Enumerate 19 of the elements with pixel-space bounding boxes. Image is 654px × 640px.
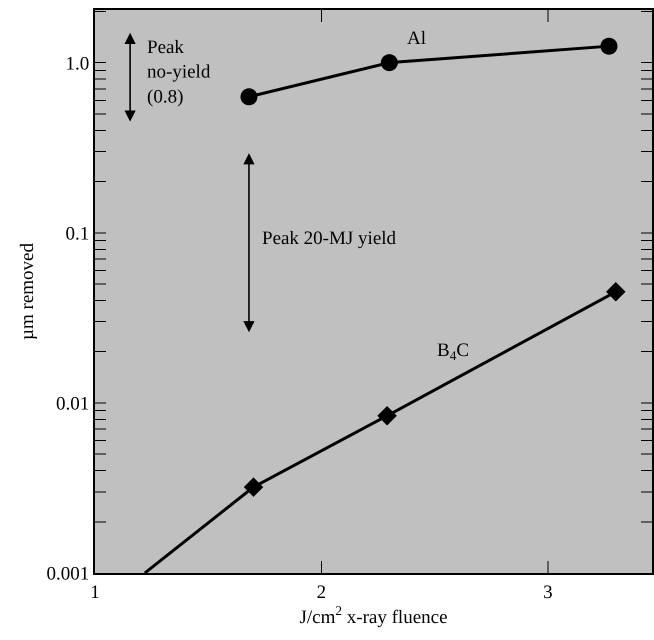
annotation: B$_{4}$C: [437, 340, 470, 363]
x-axis-title: J/cm$^{2}$ x-ray fluence: [299, 602, 448, 628]
x-tick-label: 3: [543, 582, 553, 603]
point: [606, 282, 626, 302]
point: [600, 38, 618, 55]
point: [244, 477, 264, 497]
annotation: Peak 20-MJ yield: [262, 228, 397, 249]
y-tick-label: 1.0: [65, 53, 90, 74]
point: [240, 88, 258, 106]
x-tick-label: 2: [316, 582, 326, 603]
point: [377, 406, 397, 426]
annotation: Al: [407, 28, 426, 49]
annotation: Peak no-yield (0.8): [147, 37, 211, 108]
y-tick-label: 0.01: [56, 394, 90, 415]
y-axis-title: µm removed: [16, 242, 38, 340]
x-tick-label: 1: [90, 582, 100, 603]
y-tick-label: 0.001: [46, 564, 90, 585]
point: [380, 54, 398, 72]
y-tick-label: 0.1: [65, 223, 90, 244]
